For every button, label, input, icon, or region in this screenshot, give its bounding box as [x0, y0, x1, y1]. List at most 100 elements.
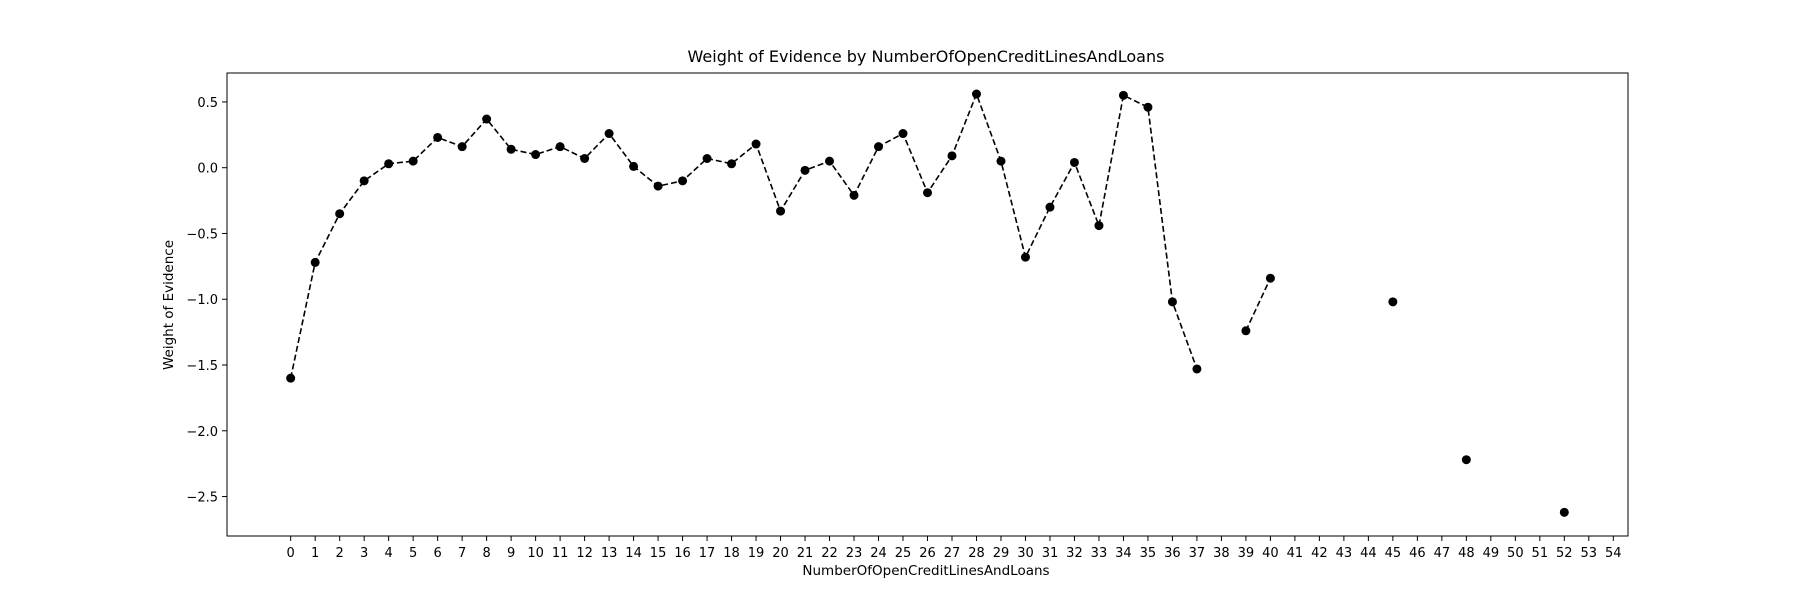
plot-frame [226, 72, 1629, 537]
x-tick-label: 13 [601, 546, 618, 561]
data-point [1241, 326, 1251, 336]
x-tick-label: 8 [482, 546, 490, 561]
y-tick-label: 0.0 [197, 162, 218, 177]
x-tick-label: 17 [699, 546, 716, 561]
plot-area: 0 1 2 3 4 5 6 7 8 9 10 11 12 13 14 15 16 17 18 19 20 21 22 23 24… [186, 72, 1629, 561]
data-point [776, 206, 786, 216]
x-axis-label: NumberOfOpenCreditLinesAndLoans [802, 563, 1049, 579]
x-tick-label: 26 [919, 546, 936, 561]
data-point [800, 165, 810, 175]
x-tick-label: 32 [1066, 546, 1083, 561]
y-axis-label: Weight of Evidence [161, 240, 177, 370]
x-tick-label: 28 [968, 546, 985, 561]
x-tick-label: 52 [1556, 546, 1573, 561]
data-point [555, 142, 565, 152]
x-tick-label: 7 [458, 546, 466, 561]
x-tick-label: 16 [674, 546, 691, 561]
x-tick-label: 1 [311, 546, 319, 561]
data-point [971, 89, 981, 99]
x-tick-label: 21 [797, 546, 814, 561]
x-tick-label: 5 [409, 546, 417, 561]
series-line [1245, 277, 1272, 332]
data-point [310, 257, 320, 267]
data-point [506, 144, 516, 154]
data-point [482, 114, 492, 124]
x-tick-label: 11 [552, 546, 569, 561]
x-tick-label: 23 [846, 546, 863, 561]
x-tick-label: 10 [527, 546, 544, 561]
data-point [653, 181, 663, 191]
x-tick-label: 50 [1507, 546, 1524, 561]
y-tick-label: 0.5 [197, 96, 218, 111]
x-tick-label: 38 [1213, 546, 1230, 561]
data-point [1045, 202, 1055, 212]
chart-title: Weight of Evidence by NumberOfOpenCredit… [688, 47, 1165, 66]
x-tick-label: 47 [1434, 546, 1451, 561]
data-point [457, 142, 467, 152]
x-tick-label: 9 [507, 546, 515, 561]
data-point [825, 156, 835, 166]
data-point [408, 156, 418, 166]
data-point [1143, 102, 1153, 112]
data-point [1094, 221, 1104, 231]
x-tick-label: 2 [336, 546, 344, 561]
data-point [849, 190, 859, 200]
x-tick-label: 42 [1311, 546, 1328, 561]
x-tick-label: 45 [1385, 546, 1402, 561]
y-tick-label: −0.5 [186, 227, 218, 242]
x-tick-label: 27 [944, 546, 961, 561]
x-tick-label: 44 [1360, 546, 1377, 561]
x-tick-label: 36 [1164, 546, 1181, 561]
x-tick-label: 14 [625, 546, 642, 561]
x-tick-label: 41 [1287, 546, 1304, 561]
data-point [923, 188, 932, 198]
x-tick-label: 46 [1409, 546, 1426, 561]
data-point [874, 142, 884, 152]
x-tick-label: 0 [287, 546, 295, 561]
x-tick-label: 43 [1336, 546, 1353, 561]
data-point [702, 153, 712, 163]
data-point [384, 159, 394, 169]
data-point [1118, 90, 1128, 100]
y-tick-label: −1.5 [186, 359, 218, 374]
data-point [1559, 507, 1569, 517]
x-tick-label: 54 [1605, 546, 1622, 561]
data-point [996, 156, 1006, 166]
data-point [1192, 364, 1202, 374]
x-tick-label: 19 [748, 546, 765, 561]
x-tick-label: 25 [895, 546, 912, 561]
x-tick-label: 6 [433, 546, 441, 561]
x-tick-label: 48 [1458, 546, 1475, 561]
data-point [1265, 273, 1275, 283]
data-point [359, 176, 369, 186]
data-point [1388, 297, 1398, 307]
x-tick-label: 39 [1238, 546, 1255, 561]
x-tick-label: 35 [1140, 546, 1157, 561]
data-point [898, 129, 908, 139]
x-tick-label: 31 [1042, 546, 1059, 561]
series-line [289, 91, 1198, 379]
x-tick-label: 40 [1262, 546, 1279, 561]
x-tick-label: 29 [993, 546, 1010, 561]
x-tick-label: 3 [360, 546, 368, 561]
y-tick-label: −1.0 [186, 293, 218, 308]
data-point [531, 150, 541, 160]
x-tick-label: 34 [1115, 546, 1132, 561]
data-point [947, 151, 957, 161]
x-tick-label: 51 [1532, 546, 1549, 561]
data-point [580, 153, 590, 163]
data-point [335, 209, 345, 219]
x-tick-label: 33 [1091, 546, 1108, 561]
data-point [1020, 252, 1030, 262]
data-point [1167, 297, 1177, 307]
x-tick-label: 37 [1189, 546, 1206, 561]
data-point [604, 129, 614, 139]
x-tick-label: 49 [1483, 546, 1500, 561]
data-point [1069, 157, 1079, 167]
x-tick-label: 24 [870, 546, 887, 561]
x-tick-label: 30 [1017, 546, 1034, 561]
x-tick-label: 4 [385, 546, 393, 561]
y-tick-label: −2.0 [186, 425, 218, 440]
